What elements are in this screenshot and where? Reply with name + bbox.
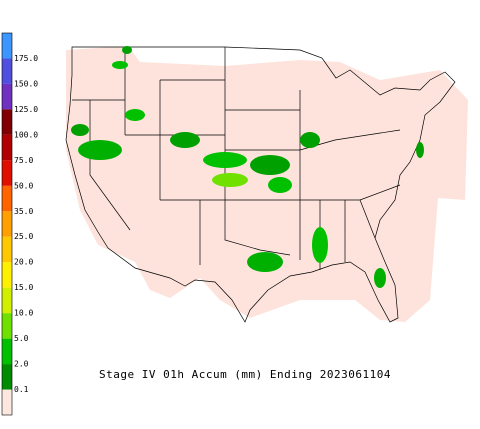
colorbar-band: [2, 236, 12, 263]
colorbar-label: 10.0: [14, 309, 33, 318]
precip-areas: [71, 46, 424, 288]
precip: [212, 173, 248, 187]
precip: [170, 132, 200, 148]
colorbar-band: [2, 160, 12, 186]
colorbar: 0.1 2.0 5.0 10.0 15.0 20.0 25.0 35.0 50.0 75.0 100…: [1, 32, 38, 416]
analysis-domain: [66, 46, 468, 322]
colorbar-label: 175.0: [14, 54, 38, 63]
colorbar-label: 100.0: [14, 130, 38, 139]
colorbar-band: [2, 185, 12, 212]
precip: [71, 124, 89, 136]
colorbar-label: 15.0: [14, 283, 33, 292]
colorbar-band: [2, 338, 12, 365]
precip: [112, 61, 128, 69]
precip: [300, 132, 320, 148]
colorbar-band: [2, 83, 12, 110]
colorbar-label: 50.0: [14, 181, 33, 190]
colorbar-label: 150.0: [14, 79, 38, 88]
map-title: Stage IV 01h Accum (mm) Ending 202306110…: [99, 368, 391, 381]
precip: [78, 140, 122, 160]
colorbar-frame: [1, 32, 13, 416]
colorbar-band: [2, 211, 12, 237]
colorbar-band: [2, 389, 12, 415]
colorbar-label: 0.1: [14, 385, 29, 394]
precip: [122, 46, 132, 54]
colorbar-label: 75.0: [14, 156, 33, 165]
colorbar-band: [2, 364, 12, 390]
colorbar-band: [2, 287, 12, 314]
precip: [416, 142, 424, 158]
colorbar-band: [2, 58, 12, 84]
colorbar-label: 25.0: [14, 232, 33, 241]
colorbar-band: [2, 262, 12, 288]
colorbar-label: 5.0: [14, 334, 29, 343]
precip: [203, 152, 247, 168]
colorbar-label: 2.0: [14, 360, 29, 369]
precip: [374, 268, 386, 288]
colorbar-label: 20.0: [14, 258, 33, 267]
precip: [247, 252, 283, 272]
precip: [268, 177, 292, 193]
us-outline: [65, 46, 456, 323]
colorbar-band: [2, 313, 12, 339]
colorbar-band: [2, 109, 12, 135]
colorbar-label: 35.0: [14, 207, 33, 216]
colorbar-label: 125.0: [14, 105, 38, 114]
colorbar-band: [2, 134, 12, 161]
precip: [312, 227, 328, 263]
precip: [125, 109, 145, 121]
colorbar-band: [2, 33, 12, 59]
precip: [250, 155, 290, 175]
